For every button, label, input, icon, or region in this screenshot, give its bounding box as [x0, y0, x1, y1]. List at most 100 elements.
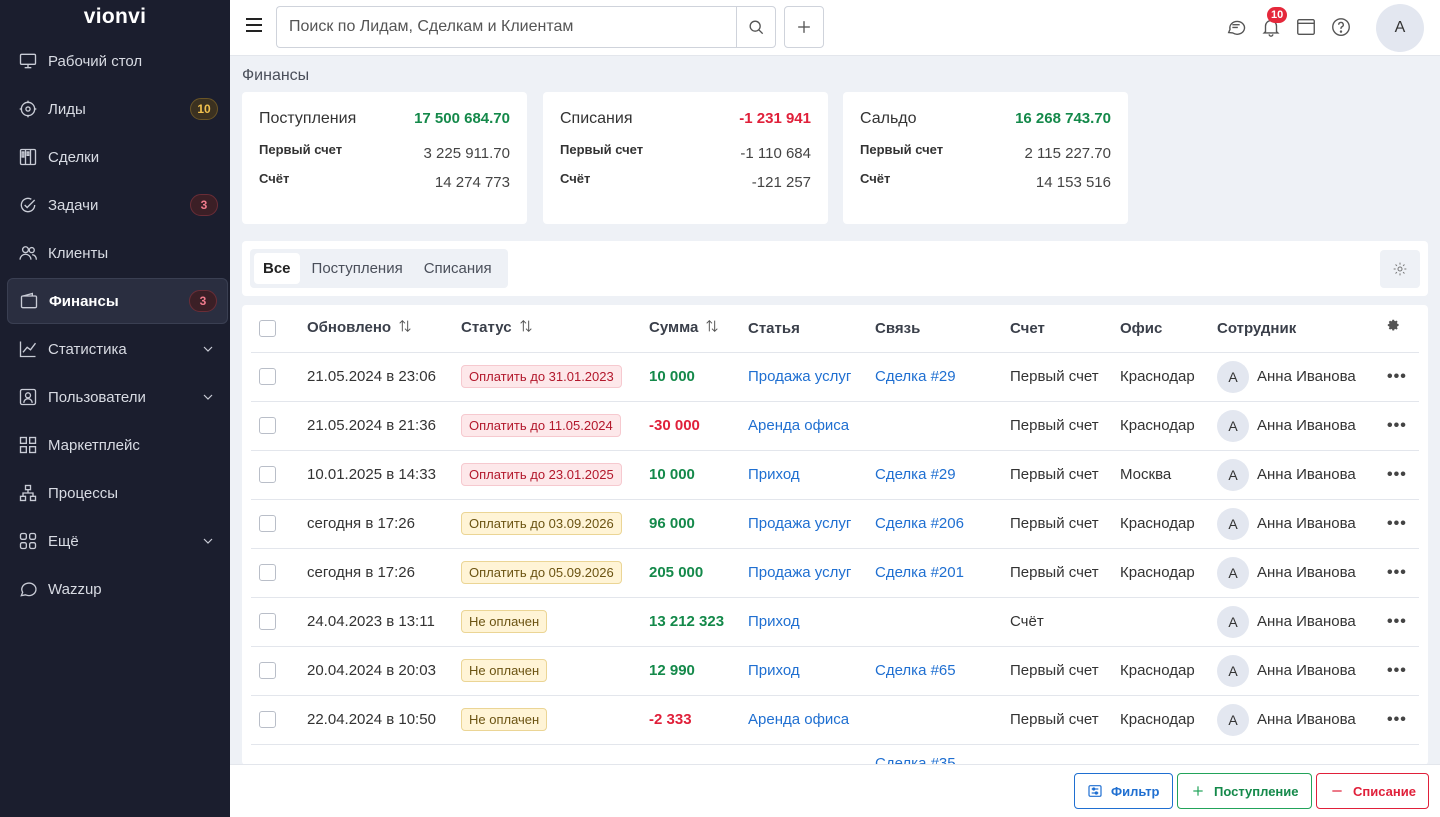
cell-amount: 12 990	[649, 646, 748, 696]
table-row[interactable]: 24.04.2023 в 13:11 Не оплачен 13 212 323 Пр…	[251, 597, 1419, 647]
chevron-down-icon[interactable]	[200, 389, 216, 405]
add-expense-button[interactable]: Списание	[1316, 773, 1429, 809]
sidebar-item-10[interactable]: Ещё	[7, 518, 228, 564]
deal-link[interactable]: Сделка #35	[875, 754, 956, 766]
row-actions-more-icon[interactable]: •••	[1387, 548, 1419, 598]
col-status[interactable]: Статус	[461, 305, 649, 353]
row-checkbox[interactable]	[259, 613, 276, 631]
row-actions-more-icon[interactable]: •••	[1387, 401, 1419, 451]
card-row-value: 14 274 773	[434, 174, 510, 191]
deal-link[interactable]	[875, 401, 1010, 451]
sidebar-item-label: Задачи	[48, 196, 99, 214]
deal-link[interactable]: Сделка #201	[875, 548, 1010, 598]
article-link[interactable]: Приход	[748, 597, 875, 647]
sidebar-item-3[interactable]: Задачи 3	[7, 182, 228, 228]
col-account: Счет	[1010, 305, 1120, 353]
sidebar-item-6[interactable]: Статистика	[7, 326, 228, 372]
article-link[interactable]: Продажа услуг	[748, 499, 875, 549]
col-link: Связь	[875, 305, 1010, 353]
row-checkbox[interactable]	[259, 466, 276, 484]
deal-link[interactable]	[875, 695, 1010, 745]
sidebar-item-7[interactable]: Пользователи	[7, 374, 228, 420]
deal-link[interactable]: Сделка #65	[875, 646, 1010, 696]
tab-income[interactable]: Поступления	[311, 260, 403, 277]
table-row[interactable]: 22.04.2024 в 10:50 Не оплачен -2 333 Аренда…	[251, 695, 1419, 745]
deal-link[interactable]: Сделка #29	[875, 352, 1010, 402]
add-button[interactable]	[784, 6, 824, 48]
chevron-down-icon[interactable]	[200, 341, 216, 357]
row-actions-more-icon[interactable]: •••	[1387, 499, 1419, 549]
cell-account: Первый счет	[1010, 401, 1120, 451]
cell-updated: 24.04.2023 в 13:11	[307, 597, 461, 647]
help-icon[interactable]	[1330, 16, 1352, 38]
row-checkbox[interactable]	[259, 711, 276, 729]
article-link[interactable]: Продажа услуг	[748, 548, 875, 598]
gear-icon	[1393, 262, 1407, 276]
row-checkbox[interactable]	[259, 564, 276, 582]
chevron-down-icon[interactable]	[200, 533, 216, 549]
row-checkbox[interactable]	[259, 368, 276, 386]
sidebar-item-8[interactable]: Маркетплейс	[7, 422, 228, 468]
table-row[interactable]: сегодня в 17:26 Оплатить до 03.09.2026 96 …	[251, 499, 1419, 549]
table-row[interactable]: 21.05.2024 в 23:06 Оплатить до 31.01.2023…	[251, 352, 1419, 402]
tab-all[interactable]: Все	[254, 253, 300, 284]
row-actions-more-icon[interactable]: •••	[1387, 646, 1419, 696]
sort-icon[interactable]	[704, 318, 720, 338]
row-actions-more-icon[interactable]: •••	[1387, 352, 1419, 402]
sidebar-item-label: Финансы	[49, 292, 119, 310]
article-link[interactable]: Аренда офиса	[748, 401, 875, 451]
sidebar-item-9[interactable]: Процессы	[7, 470, 228, 516]
sort-icon[interactable]	[397, 318, 413, 338]
add-income-button[interactable]: Поступление	[1177, 773, 1312, 809]
cell-account: Первый счет	[1010, 548, 1120, 598]
deal-link[interactable]: Сделка #29	[875, 450, 1010, 500]
table-row[interactable]: 10.01.2025 в 14:33 Оплатить до 23.01.2025…	[251, 450, 1419, 500]
sidebar-item-4[interactable]: Клиенты	[7, 230, 228, 276]
tabs-bar: Все Поступления Списания	[242, 241, 1428, 296]
window-icon[interactable]	[1295, 16, 1317, 38]
col-updated[interactable]: Обновлено	[307, 305, 461, 353]
row-checkbox[interactable]	[259, 515, 276, 533]
row-checkbox[interactable]	[259, 662, 276, 680]
user-avatar[interactable]: А	[1376, 4, 1424, 52]
article-link[interactable]: Приход	[748, 450, 875, 500]
chat-icon[interactable]	[1225, 16, 1247, 38]
deal-link[interactable]	[875, 597, 1010, 647]
row-actions-more-icon[interactable]: •••	[1387, 597, 1419, 647]
deal-link[interactable]: Сделка #206	[875, 499, 1010, 549]
employee-name: Анна Иванова	[1257, 661, 1356, 679]
table-row[interactable]: 20.04.2024 в 20:03 Не оплачен 12 990 Приход…	[251, 646, 1419, 696]
minus-icon	[1332, 790, 1342, 792]
table-row[interactable]: Сделка #35	[251, 744, 1419, 765]
sidebar-item-11[interactable]: Wazzup	[7, 566, 228, 612]
row-checkbox[interactable]	[259, 417, 276, 435]
sidebar-item-1[interactable]: Лиды 10	[7, 86, 228, 132]
plus-icon	[798, 21, 810, 33]
row-actions-more-icon[interactable]: •••	[1387, 450, 1419, 500]
article-link[interactable]: Аренда офиса	[748, 695, 875, 745]
table-settings-button[interactable]	[1380, 250, 1420, 288]
article-link[interactable]: Приход	[748, 646, 875, 696]
select-all-checkbox[interactable]	[259, 320, 276, 338]
users-icon	[18, 243, 38, 263]
avatar: А	[1217, 458, 1249, 491]
table-row[interactable]: 21.05.2024 в 21:36 Оплатить до 11.05.2024…	[251, 401, 1419, 451]
sidebar-item-5[interactable]: Финансы 3	[7, 278, 228, 324]
avatar: А	[1217, 556, 1249, 589]
row-actions-more-icon[interactable]: •••	[1387, 695, 1419, 745]
search-button[interactable]	[736, 6, 776, 48]
sidebar-item-2[interactable]: Сделки	[7, 134, 228, 180]
sort-icon[interactable]	[518, 318, 534, 338]
columns-gear-icon[interactable]	[1387, 305, 1419, 353]
sidebar-item-0[interactable]: Рабочий стол	[7, 38, 228, 84]
menu-icon[interactable]	[246, 18, 262, 34]
search-input[interactable]	[276, 6, 736, 48]
app-logo[interactable]: vionvi	[83, 5, 147, 28]
tab-expense[interactable]: Списания	[423, 260, 492, 277]
col-amount[interactable]: Сумма	[649, 305, 748, 353]
article-link[interactable]: Продажа услуг	[748, 352, 875, 402]
filter-button[interactable]: Фильтр	[1074, 773, 1173, 809]
status-badge: Не оплачен	[461, 659, 548, 682]
cell-updated: 21.05.2024 в 21:36	[307, 401, 461, 451]
table-row[interactable]: сегодня в 17:26 Оплатить до 05.09.2026 205…	[251, 548, 1419, 598]
